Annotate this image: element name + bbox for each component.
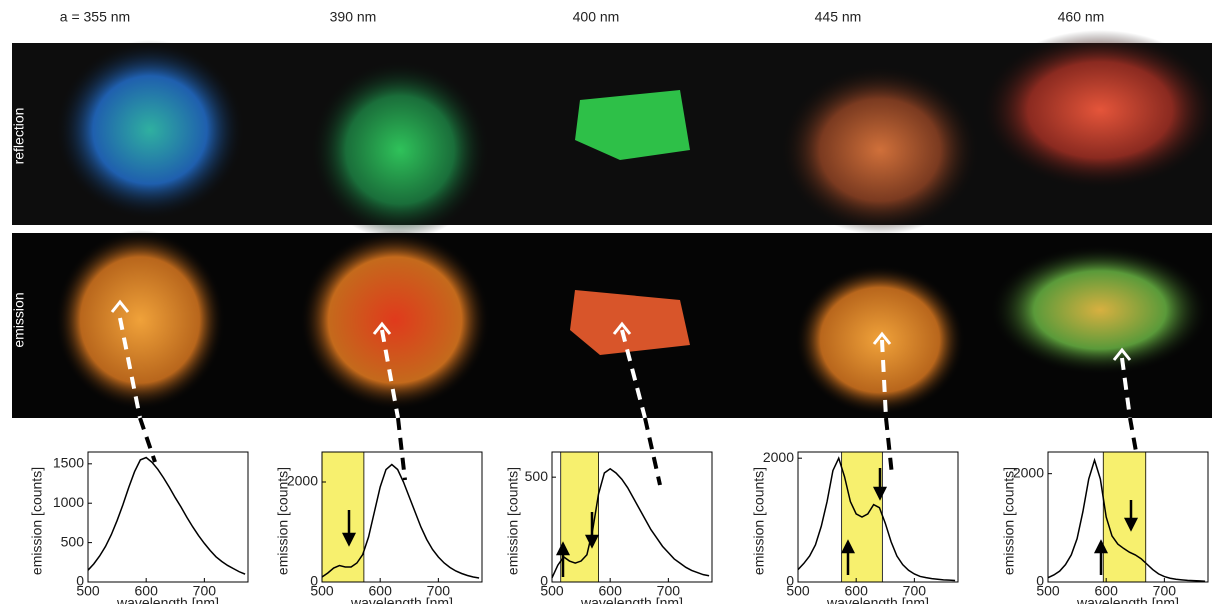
y-tick-label: 0: [540, 573, 548, 589]
figure: reflection emission a = 355 nm 390 nm 40…: [0, 0, 1212, 604]
pointer: [140, 418, 155, 462]
photo: [55, 230, 225, 410]
y-axis-label: emission [counts]: [29, 467, 45, 575]
y-tick-label: 500: [61, 533, 85, 549]
feature-arrows: [344, 468, 1136, 577]
x-axis-label: wavelength [nm]: [1076, 595, 1179, 604]
column-label: 390 nm: [330, 9, 377, 25]
column-label: a = 355 nm: [60, 9, 130, 25]
y-axis-label: emission [counts]: [1001, 467, 1017, 575]
x-axis-label: wavelength [nm]: [350, 595, 453, 604]
y-tick-label: 0: [310, 573, 318, 589]
x-axis-label: wavelength [nm]: [580, 595, 683, 604]
pointer: [886, 418, 892, 475]
photo: [780, 65, 980, 235]
column-label: 445 nm: [815, 9, 862, 25]
y-axis-label: emission [counts]: [505, 467, 521, 575]
y-tick-label: 2000: [287, 473, 318, 489]
x-axis-label: wavelength [nm]: [116, 595, 219, 604]
y-tick-label: 1000: [53, 494, 84, 510]
highlight-band: [1103, 452, 1145, 582]
photo: [300, 230, 490, 410]
y-tick-label: 0: [786, 573, 794, 589]
photo-row: [12, 230, 1212, 418]
y-tick-label: 0: [76, 573, 84, 589]
y-tick-label: 500: [525, 468, 549, 484]
pointer: [398, 418, 405, 480]
data-line: [88, 458, 245, 575]
y-tick-label: 2000: [1013, 464, 1044, 480]
y-tick-label: 1500: [53, 455, 84, 471]
y-tick-label: 0: [1036, 573, 1044, 589]
y-axis-label: emission [counts]: [275, 467, 291, 575]
y-axis-label: emission [counts]: [751, 467, 767, 575]
x-axis-label: wavelength [nm]: [826, 595, 929, 604]
y-tick-label: 2000: [763, 449, 794, 465]
row-label: reflection: [11, 108, 27, 165]
photo: [310, 60, 490, 240]
photo: [55, 40, 245, 220]
row-label: emission: [11, 292, 27, 347]
photo: [980, 30, 1212, 190]
page: reflection emission a = 355 nm 390 nm 40…: [0, 0, 1212, 604]
column-label: 460 nm: [1058, 9, 1105, 25]
photo-row: [12, 30, 1212, 240]
photo: [990, 245, 1210, 375]
photo: [795, 265, 965, 415]
column-label: 400 nm: [573, 9, 620, 25]
